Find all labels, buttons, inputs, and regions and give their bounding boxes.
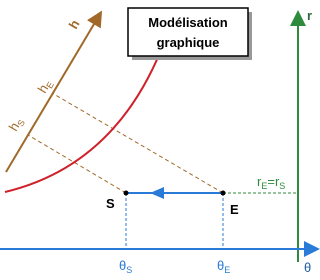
label-sub: S	[15, 118, 27, 128]
label-sub: E	[224, 265, 230, 275]
theta-e-label: θE	[217, 258, 230, 275]
h-s-guide	[27, 134, 127, 194]
curve	[4, 39, 166, 193]
r-axis-label: r	[307, 8, 312, 23]
transformation-arrow	[150, 187, 164, 199]
label-sub: E	[261, 181, 267, 191]
r-equal-label: rE=rS	[257, 174, 285, 191]
title: Modélisation	[148, 15, 228, 30]
h-s-label: hS	[6, 115, 27, 135]
theta-axis-label: θ	[304, 260, 311, 275]
label-sub: S	[279, 181, 285, 191]
point-label: E	[230, 202, 239, 217]
label-main: θ	[217, 258, 224, 273]
label-sub: E	[44, 80, 56, 90]
label-main: r	[257, 174, 262, 189]
point-s	[123, 190, 129, 196]
theta-s-label: θS	[119, 258, 132, 275]
label-main: θ	[119, 258, 126, 273]
h-axis-label: h	[66, 17, 83, 31]
point-label: S	[106, 196, 115, 211]
title-box	[127, 7, 249, 57]
title: graphique	[157, 35, 220, 50]
h-e-guide	[51, 92, 224, 194]
h-axis	[5, 10, 103, 173]
point-e	[220, 190, 226, 196]
label-sub: S	[126, 265, 132, 275]
label-main: =r	[267, 174, 280, 189]
